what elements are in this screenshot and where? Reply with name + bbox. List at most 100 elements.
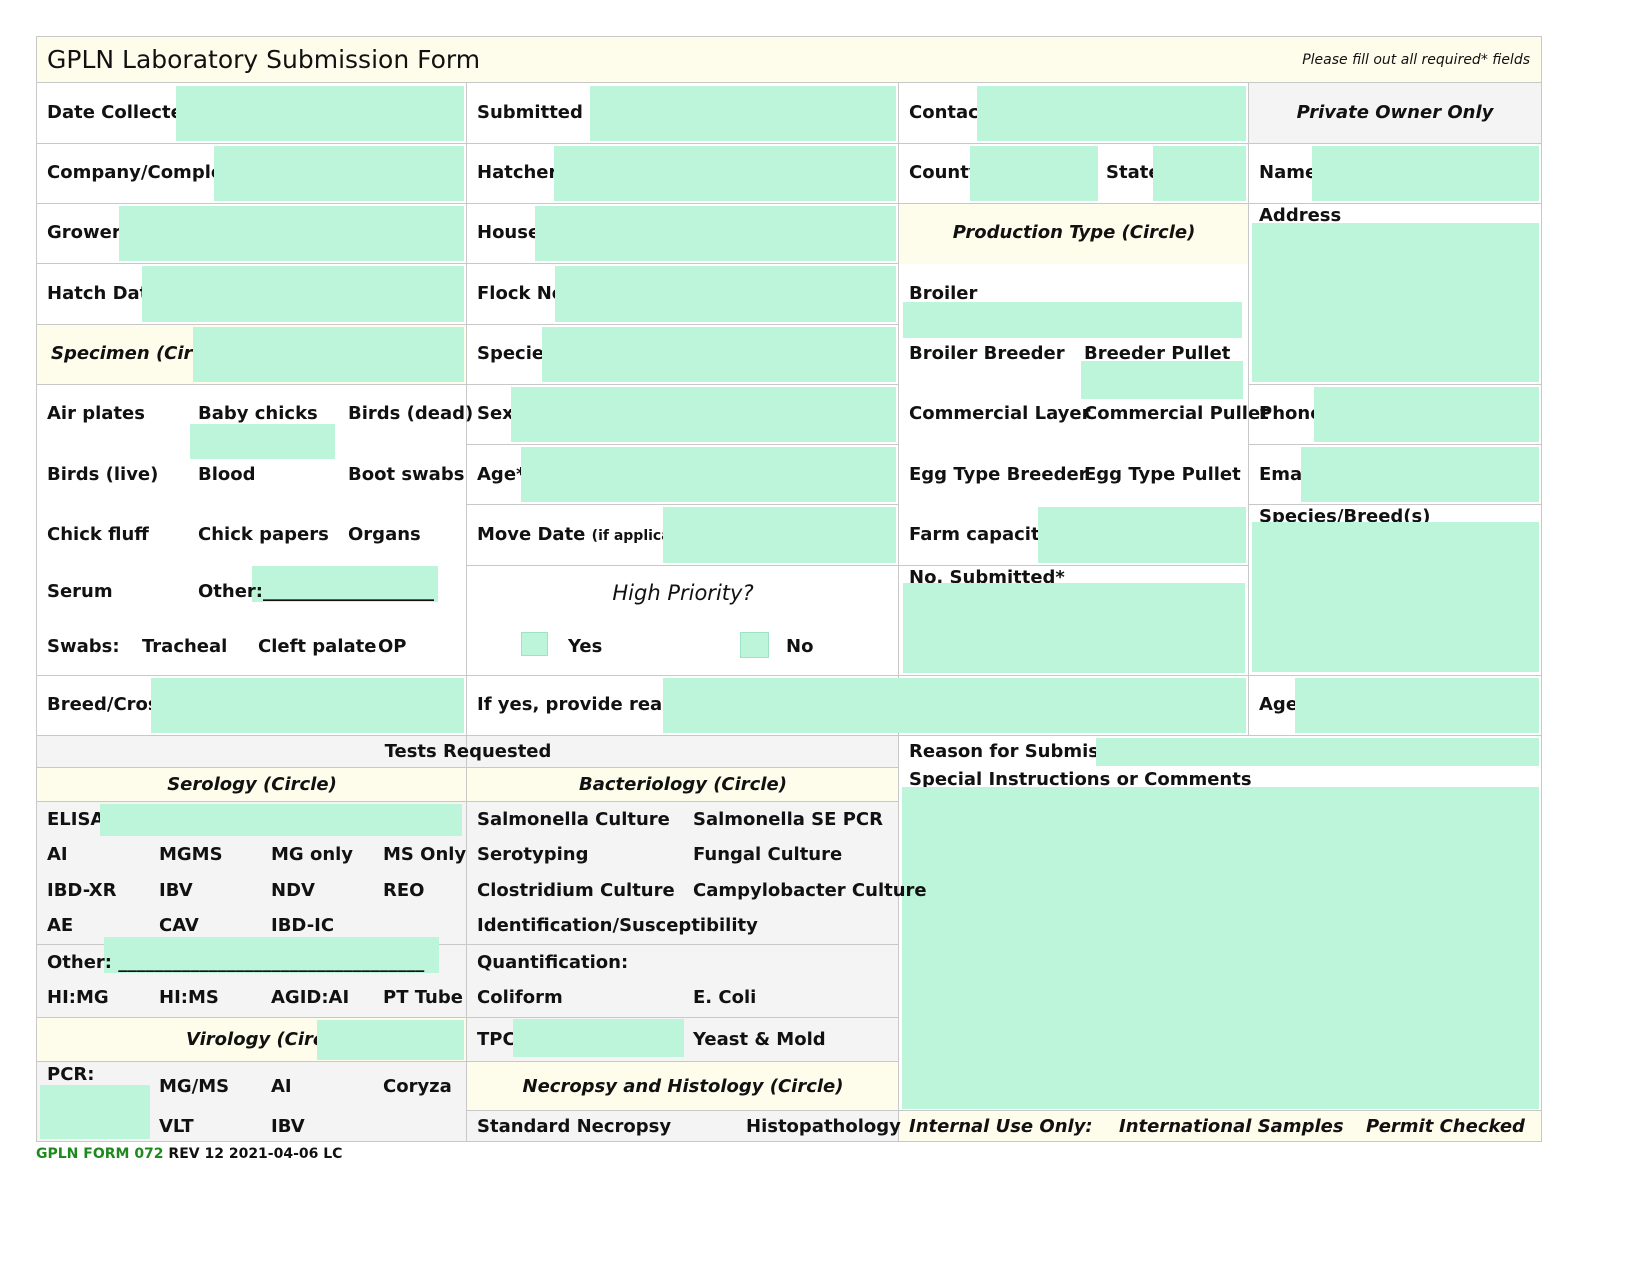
virology-field[interactable] (317, 1020, 464, 1060)
bacteriology-test[interactable]: Salmonella Culture (477, 809, 670, 830)
serology-other-label: Other: _________________________________… (47, 952, 425, 973)
specimen-option[interactable]: Blood (198, 464, 256, 485)
serology-test[interactable]: IBD-IC (271, 915, 335, 936)
standard-necropsy-option[interactable]: Standard Necropsy (477, 1116, 672, 1137)
grid-line (37, 203, 1541, 204)
hi-test[interactable]: PT Tube (383, 987, 463, 1008)
cleft-palate-option[interactable]: Cleft palate (258, 636, 377, 657)
virology-test[interactable]: AI (271, 1076, 292, 1097)
bacteriology-test[interactable]: Clostridium Culture (477, 880, 675, 901)
hatch-date-field[interactable] (142, 266, 464, 322)
age-required-field[interactable] (521, 447, 896, 502)
serology-test[interactable]: AI (47, 844, 68, 865)
hi-test[interactable]: HI:MG (47, 987, 109, 1008)
high-priority-no-checkbox[interactable] (740, 632, 769, 658)
grower-field[interactable] (119, 206, 464, 261)
baby-chicks-field[interactable] (190, 424, 335, 459)
farm-capacity-field[interactable] (1038, 507, 1246, 563)
necropsy-heading: Necropsy and Histology (Circle) (522, 1076, 844, 1097)
commercial-pullet-option[interactable]: Commercial Pullet (1084, 403, 1269, 424)
bacteriology-test[interactable]: Salmonella SE PCR (693, 809, 883, 830)
move-date-field[interactable] (663, 507, 896, 563)
tpc-field[interactable] (513, 1019, 684, 1057)
high-priority-no-label: No (786, 636, 814, 657)
age-required-label: Age* (477, 464, 526, 485)
bacteriology-test[interactable]: Serotyping (477, 844, 589, 865)
yeast-mold-option[interactable]: Yeast & Mold (693, 1029, 826, 1050)
hatchery-field[interactable] (554, 146, 896, 201)
company-field[interactable] (214, 146, 464, 201)
breed-cross-field[interactable] (151, 678, 464, 733)
bacteriology-test[interactable]: Campylobacter Culture (693, 880, 927, 901)
phone-field[interactable] (1314, 387, 1539, 442)
submitted-by-field[interactable] (590, 86, 896, 141)
op-option[interactable]: OP (378, 636, 407, 657)
bacteriology-test[interactable]: Fungal Culture (693, 844, 843, 865)
serum-option[interactable]: Serum (47, 581, 113, 602)
tracheal-option[interactable]: Tracheal (142, 636, 228, 657)
email-field[interactable] (1301, 447, 1539, 502)
address-field[interactable] (1252, 223, 1539, 382)
commercial-layer-option[interactable]: Commercial Layer (909, 403, 1091, 424)
specimen-option[interactable]: Boot swabs (348, 464, 465, 485)
specimen-field[interactable] (193, 327, 464, 382)
specimen-other-field[interactable] (252, 566, 438, 602)
serology-test[interactable]: REO (383, 880, 425, 901)
special-instructions-field[interactable] (902, 787, 1539, 1109)
specimen-option[interactable]: Chick papers (198, 524, 329, 545)
elisa-field[interactable] (100, 804, 462, 836)
serology-test[interactable]: CAV (159, 915, 199, 936)
grid-line (37, 801, 899, 802)
bacteriology-test[interactable]: Identification/Susceptibility (477, 915, 758, 936)
quantification-test[interactable]: E. Coli (693, 987, 757, 1008)
specimen-option[interactable]: Air plates (47, 403, 145, 424)
broiler-breeder-option[interactable]: Broiler Breeder (909, 343, 1065, 364)
egg-type-pullet-option[interactable]: Egg Type Pullet (1084, 464, 1241, 485)
serology-other-field[interactable] (104, 937, 439, 973)
serology-test[interactable]: IBD-XR (47, 880, 117, 901)
broiler-option[interactable]: Broiler (909, 283, 978, 304)
specimen-option[interactable]: Organs (348, 524, 421, 545)
hi-test[interactable]: HI:MS (159, 987, 219, 1008)
date-collected-field[interactable] (176, 86, 464, 141)
serology-test[interactable]: NDV (271, 880, 315, 901)
owner-age-label: Age (1259, 694, 1299, 715)
virology-test[interactable]: MG/MS (159, 1076, 230, 1097)
specimen-option[interactable]: Baby chicks (198, 403, 318, 424)
broiler-field[interactable] (903, 302, 1242, 338)
quantification-test[interactable]: Coliform (477, 987, 563, 1008)
serology-test[interactable]: MG only (271, 844, 354, 865)
virology-test[interactable]: IBV (271, 1116, 305, 1137)
breeder-pullet-field[interactable] (1081, 361, 1243, 399)
contact-field[interactable] (977, 86, 1246, 141)
high-priority-yes-checkbox[interactable] (521, 632, 548, 656)
serology-test[interactable]: MS Only (383, 844, 467, 865)
priority-reason-field[interactable] (663, 678, 1246, 733)
histopathology-option[interactable]: Histopathology (746, 1116, 901, 1137)
species-field[interactable] (542, 327, 896, 382)
specimen-option[interactable]: Birds (dead) (348, 403, 474, 424)
flock-no-field[interactable] (555, 266, 896, 322)
pcr-field[interactable] (40, 1085, 150, 1139)
breeder-pullet-option[interactable]: Breeder Pullet (1084, 343, 1231, 364)
reason-submission-field[interactable] (1096, 738, 1539, 766)
owner-name-field[interactable] (1312, 146, 1539, 201)
virology-test[interactable]: Coryza (383, 1076, 452, 1097)
virology-test[interactable]: VLT (159, 1116, 194, 1137)
no-submitted-field[interactable] (903, 583, 1245, 673)
hi-test[interactable]: AGID:AI (271, 987, 350, 1008)
serology-test[interactable]: IBV (159, 880, 193, 901)
house-field[interactable] (535, 206, 896, 261)
specimen-option[interactable]: Chick fluff (47, 524, 149, 545)
sex-field[interactable] (511, 387, 896, 442)
serology-test[interactable]: MGMS (159, 844, 223, 865)
species-breed-field[interactable] (1252, 522, 1539, 672)
serology-test[interactable]: AE (47, 915, 74, 936)
egg-type-breeder-option[interactable]: Egg Type Breeder (909, 464, 1088, 485)
county-field[interactable] (970, 146, 1098, 201)
tpc-label[interactable]: TPC (477, 1029, 516, 1050)
state-field[interactable] (1153, 146, 1246, 201)
submitted-by-label: Submitted By (477, 102, 615, 123)
owner-age-field[interactable] (1295, 678, 1539, 733)
specimen-option[interactable]: Birds (live) (47, 464, 159, 485)
